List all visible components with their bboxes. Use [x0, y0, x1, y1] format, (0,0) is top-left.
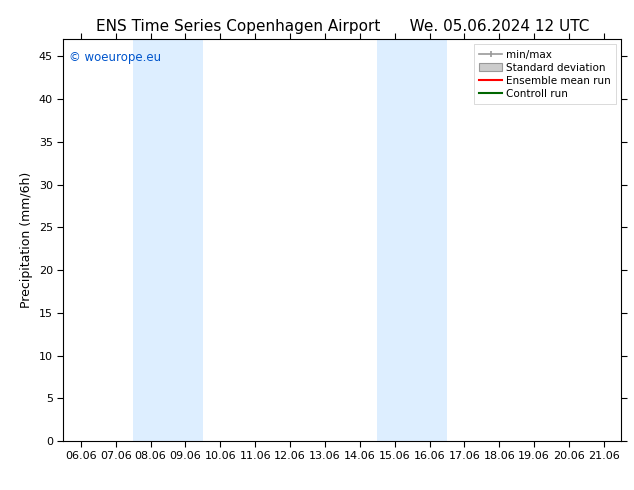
- Y-axis label: Precipitation (mm/6h): Precipitation (mm/6h): [20, 172, 34, 308]
- Bar: [133, 39, 203, 441]
- Title: ENS Time Series Copenhagen Airport      We. 05.06.2024 12 UTC: ENS Time Series Copenhagen Airport We. 0…: [96, 19, 589, 34]
- Legend: min/max, Standard deviation, Ensemble mean run, Controll run: min/max, Standard deviation, Ensemble me…: [474, 45, 616, 104]
- Bar: [377, 39, 447, 441]
- Text: © woeurope.eu: © woeurope.eu: [69, 51, 161, 64]
